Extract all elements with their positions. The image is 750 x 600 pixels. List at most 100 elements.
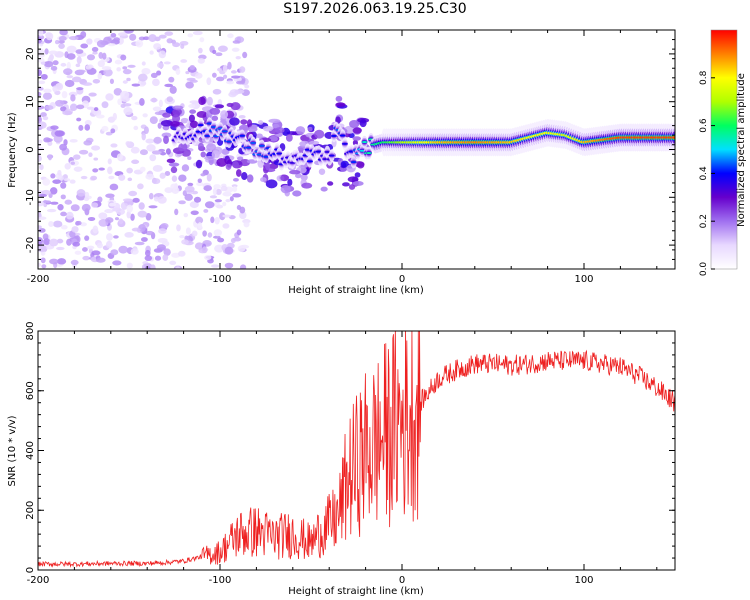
spectrogram-noise-blob: [54, 39, 60, 45]
spectrogram-blob: [327, 181, 334, 186]
spectrogram-noise-blob: [188, 104, 196, 109]
spectrogram-xtick-label: 100: [574, 274, 593, 285]
spectrogram-noise-blob: [38, 37, 43, 44]
spectrogram-noise-blob: [117, 98, 123, 106]
spectrogram-blob: [206, 143, 217, 151]
spectrogram-noise-blob: [210, 216, 215, 224]
spectrogram-ridge-cell: [328, 154, 335, 157]
spectrogram-blob: [280, 174, 289, 182]
spectrogram-noise-blob: [138, 202, 145, 210]
spectrogram-noise-blob: [213, 229, 222, 237]
spectrogram-noise-blob: [185, 81, 194, 89]
spectrogram-noise-blob: [152, 165, 163, 172]
spectrogram-blob: [320, 186, 328, 192]
spectrogram-noise-blob: [74, 250, 82, 255]
spectrogram-noise-blob: [227, 33, 234, 39]
spectrogram-noise-blob: [126, 204, 134, 213]
spectrogram-blob: [307, 126, 313, 132]
spectrogram-blob: [211, 115, 219, 122]
spectrogram-noise-blob: [38, 80, 46, 85]
spectrogram-noise-blob: [175, 266, 181, 269]
spectrogram-ylabel: Frequency (Hz): [7, 112, 18, 188]
spectrogram-blob: [354, 172, 361, 178]
spectrogram-noise-blob: [77, 69, 86, 74]
spectrogram-ridge-cell: [263, 155, 270, 158]
spectrogram-blob: [189, 120, 199, 128]
spectrogram-ridge-cell: [258, 144, 265, 147]
spectrogram-noise-blob: [108, 175, 115, 180]
spectrogram-noise-blob: [127, 177, 133, 182]
spectrogram-blob: [160, 119, 173, 127]
spectrogram-noise-blob: [159, 172, 166, 179]
spectrogram-noise-blob: [76, 87, 84, 91]
spectrogram-ridge-cell: [221, 130, 228, 133]
spectrogram-noise-blob: [171, 175, 178, 182]
spectrogram-noise-blob: [86, 106, 95, 110]
spectrogram-noise-blob: [148, 34, 157, 42]
spectrogram-noise-blob: [216, 204, 224, 209]
spectrogram-noise-blob: [40, 61, 46, 65]
spectrogram-ridge-cell: [204, 134, 211, 137]
spectrogram-noise-blob: [38, 91, 42, 97]
spectrogram-noise-blob: [97, 72, 103, 80]
spectrogram-blob: [172, 114, 181, 123]
spectrogram-blob: [226, 102, 234, 108]
snr-xtick-label: 0: [399, 575, 405, 586]
spectrogram-noise-blob: [124, 30, 134, 34]
spectrogram-noise-blob: [38, 262, 42, 268]
spectrogram-noise-blob: [66, 45, 77, 54]
spectrogram-noise-blob: [209, 195, 218, 199]
spectrogram-noise-blob: [41, 189, 51, 196]
spectrogram-noise-blob: [128, 190, 138, 197]
spectrogram-ridge-cell: [226, 140, 233, 143]
spectrogram-noise-blob: [145, 138, 155, 144]
spectrogram-blob: [220, 110, 229, 119]
spectrogram-noise-blob: [92, 78, 101, 84]
spectrogram-noise-blob: [212, 187, 217, 196]
snr-xlabel: Height of straight line (km): [288, 586, 424, 597]
spectrogram-blob: [352, 136, 362, 141]
spectrogram-noise-blob: [91, 46, 99, 52]
spectrogram-noise-blob: [142, 113, 148, 118]
spectrogram-noise-blob: [107, 43, 116, 47]
spectrogram-noise-blob: [54, 130, 65, 137]
spectrogram-noise-blob: [132, 197, 140, 203]
spectrogram-noise-blob: [92, 168, 99, 173]
spectrogram-noise-blob: [164, 31, 174, 36]
spectrogram-noise-blob: [42, 116, 49, 121]
spectrogram-noise-blob: [175, 68, 181, 75]
spectrogram-blob: [200, 151, 207, 158]
spectrogram-noise-blob: [150, 264, 156, 269]
spectrogram-noise-blob: [76, 189, 86, 197]
spectrogram-blob: [161, 132, 172, 138]
spectrogram-noise-blob: [105, 93, 114, 101]
spectrogram-noise-blob: [166, 96, 174, 103]
spectrogram-noise-blob: [152, 78, 160, 87]
spectrogram-noise-blob: [180, 59, 188, 63]
spectrogram-noise-blob: [45, 32, 54, 41]
spectrogram-noise-blob: [38, 106, 43, 111]
spectrogram-noise-blob: [217, 45, 228, 52]
snr-axes: -200 -100 0 100 0 200 400 600 800: [25, 321, 675, 586]
spectrogram-noise-blob: [225, 199, 231, 203]
spectrogram-blob: [308, 140, 320, 145]
spectrogram-blob: [268, 135, 278, 142]
spectrogram-noise-blob: [107, 166, 113, 175]
spectrogram-noise-blob: [174, 208, 179, 216]
spectrogram-noise-blob: [42, 92, 53, 100]
spectrogram-noise-blob: [110, 128, 116, 134]
spectrogram-noise-blob: [170, 183, 178, 190]
spectrogram-noise-blob: [66, 53, 76, 60]
spectrogram-noise-blob: [72, 241, 81, 247]
spectrogram-noise-blob: [69, 179, 76, 184]
spectrogram-blob: [301, 182, 313, 189]
spectrogram-noise-blob: [82, 82, 93, 86]
spectrogram-noise-blob: [181, 239, 189, 245]
spectrogram-noise-blob: [76, 117, 82, 122]
spectrogram-noise-blob: [131, 115, 138, 121]
spectrogram-noise-blob: [64, 79, 75, 88]
spectrogram-ytick-label: 10: [25, 95, 36, 108]
spectrogram-xtick-label: -100: [209, 274, 232, 285]
spectrogram-noise-blob: [137, 210, 148, 218]
snr-xtick-label: 100: [574, 575, 593, 586]
